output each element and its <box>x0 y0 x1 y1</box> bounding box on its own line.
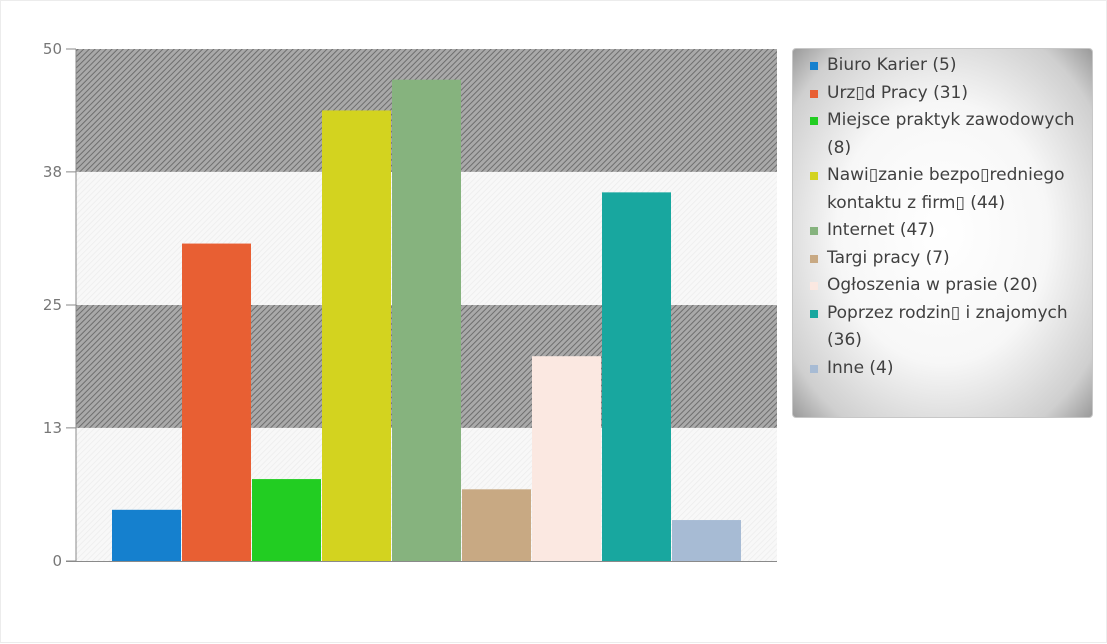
legend-swatch <box>810 227 818 235</box>
legend-label: Ogłoszenia w prasie (20) <box>827 275 1038 295</box>
y-tick-label: 25 <box>43 296 62 314</box>
legend-swatch <box>810 309 818 318</box>
bar[interactable] <box>602 192 671 562</box>
y-tick-label: 13 <box>43 419 62 437</box>
legend-swatch <box>810 117 818 125</box>
bar[interactable] <box>112 509 181 561</box>
legend-swatch <box>810 254 818 263</box>
legend-swatch <box>810 62 818 70</box>
legend-item[interactable]: Inne (4) <box>793 355 1092 383</box>
y-axis-ticks: 0 13 25 38 50 <box>43 40 76 570</box>
bars <box>112 79 741 562</box>
legend-item[interactable]: Nawi▯zanie bezpo▯redniego kontaktu z fir… <box>793 162 1092 217</box>
bar[interactable] <box>392 79 461 561</box>
bar[interactable] <box>182 243 251 561</box>
legend-swatch <box>810 364 818 373</box>
legend-label: Poprzez rodzin▯ i znajomych (36) <box>827 302 1068 351</box>
legend-label: Biuro Karier (5) <box>827 55 957 75</box>
legend-list: Biuro Karier (5) Urz▯d Pracy (31) Miejsce … <box>793 49 1092 382</box>
legend-label: Urz▯d Pracy (31) <box>827 82 968 103</box>
legend-item[interactable]: Internet (47) <box>793 217 1092 245</box>
legend-item[interactable]: Ogłoszenia w prasie (20) <box>793 272 1092 300</box>
y-tick-label: 0 <box>52 552 62 570</box>
bar[interactable] <box>252 479 321 561</box>
legend-label: Targi pracy (7) <box>827 247 950 268</box>
legend: Biuro Karier (5) Urz▯d Pracy (31) Miejsce … <box>792 48 1093 418</box>
legend-label: Internet (47) <box>827 220 935 240</box>
bar[interactable] <box>462 489 531 561</box>
bar[interactable] <box>532 356 601 561</box>
legend-swatch <box>810 89 818 98</box>
legend-item[interactable]: Urz▯d Pracy (31) <box>793 80 1092 108</box>
legend-swatch <box>810 172 818 180</box>
legend-label: Inne (4) <box>827 357 894 378</box>
bar[interactable] <box>672 520 741 561</box>
legend-item[interactable]: Biuro Karier (5) <box>793 52 1092 80</box>
legend-label: Nawi▯zanie bezpo▯redniego kontaktu z fir… <box>827 165 1065 213</box>
legend-item[interactable]: Miejsce praktyk zawodowych (8) <box>793 107 1092 162</box>
legend-item[interactable]: Targi pracy (7) <box>793 245 1092 273</box>
y-tick-label: 50 <box>43 40 62 58</box>
legend-swatch <box>810 282 818 290</box>
legend-label: Miejsce praktyk zawodowych (8) <box>827 110 1075 158</box>
y-tick-label: 38 <box>43 163 62 181</box>
bar[interactable] <box>322 110 391 561</box>
legend-item[interactable]: Poprzez rodzin▯ i znajomych (36) <box>793 300 1092 355</box>
